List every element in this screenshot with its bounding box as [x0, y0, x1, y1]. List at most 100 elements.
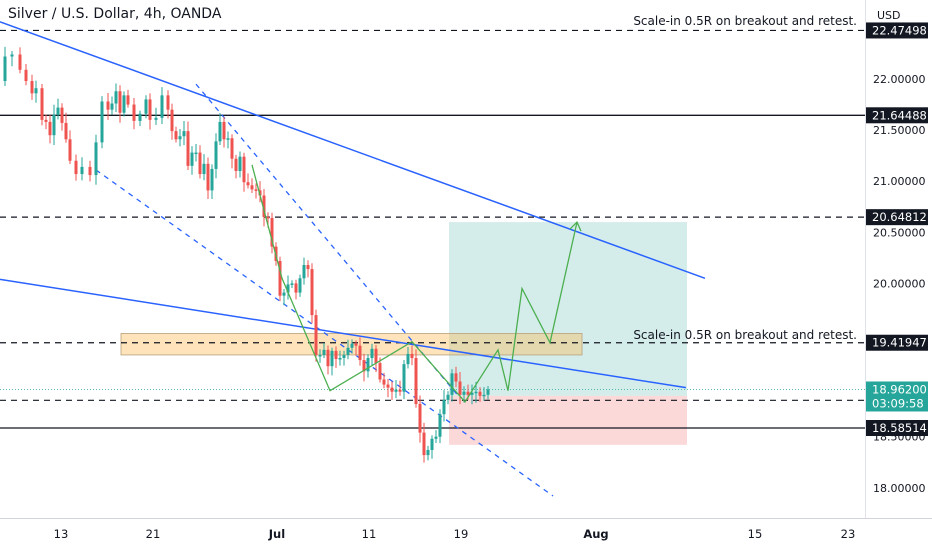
candle-body — [10, 54, 14, 57]
y-tick-label: 18.00000 — [873, 482, 926, 495]
candle-body — [80, 166, 84, 175]
candle-body — [450, 373, 454, 395]
annotations-layer: Scale-in 0.5R on breakout and retest. Sca… — [633, 14, 857, 342]
candle-body — [410, 353, 414, 359]
upper-trendline — [0, 21, 706, 279]
candle-body — [242, 156, 246, 183]
projection-arrowhead — [569, 220, 582, 232]
x-tick-label: Aug — [583, 527, 608, 541]
countdown-label: 03:09:58 — [872, 396, 924, 410]
candle-body — [322, 349, 326, 355]
candle-body — [426, 449, 430, 456]
candle-body — [174, 131, 178, 140]
candle-body — [114, 91, 118, 104]
chart-title: Silver / U.S. Dollar, 4h, OANDA — [8, 6, 222, 22]
candle-body — [166, 95, 170, 110]
candle-body — [266, 216, 270, 219]
price-tag-0 — [866, 22, 928, 39]
candle-body — [478, 391, 482, 396]
candle-body — [382, 379, 386, 385]
candle-body — [294, 283, 298, 293]
x-tick-label: 21 — [146, 527, 161, 541]
candle-body — [350, 343, 354, 348]
candle-body — [446, 394, 450, 400]
candle-body — [40, 88, 44, 120]
x-tick-label: 23 — [841, 527, 856, 541]
candle-body — [222, 121, 226, 140]
candle-body — [226, 138, 230, 140]
candle-body — [110, 103, 114, 110]
candle-body — [374, 348, 378, 364]
candle-body — [402, 364, 406, 392]
candle-body — [326, 349, 330, 367]
candle-body — [190, 152, 194, 166]
candle-body — [362, 360, 366, 372]
candle-body — [94, 142, 98, 176]
candle-body — [414, 358, 418, 404]
price-tag-2 — [866, 209, 928, 226]
projection-layer — [251, 164, 582, 404]
candles-layer — [3, 46, 490, 463]
candle-body — [56, 107, 60, 115]
candle-body — [214, 141, 218, 169]
candle-body — [262, 195, 266, 217]
annotation-mid: Scale-in 0.5R on breakout and retest. — [633, 328, 857, 342]
candle-body — [170, 109, 174, 132]
candle-body — [358, 345, 362, 361]
candle-body — [430, 438, 434, 450]
candle-body — [154, 117, 158, 120]
target-zone — [449, 222, 687, 396]
x-tick-label: Jul — [268, 527, 285, 541]
candle-body — [206, 163, 210, 191]
candle-body — [354, 343, 358, 346]
price-axis[interactable]: USD18.0000018.5000019.0000020.0000020.50… — [865, 0, 929, 518]
candle-body — [178, 136, 182, 140]
candle-body — [138, 113, 142, 121]
x-tick-label: 11 — [362, 527, 377, 541]
candle-body — [386, 384, 390, 388]
candle-body — [310, 269, 314, 316]
candle-body — [286, 284, 290, 293]
candle-body — [148, 99, 152, 120]
candle-body — [3, 56, 7, 82]
candle-body — [330, 350, 334, 367]
candle-body — [44, 119, 48, 122]
candle-body — [48, 121, 52, 136]
candle-body — [458, 381, 462, 395]
candle-body — [422, 432, 426, 456]
candle-body — [298, 278, 302, 293]
candle-body — [378, 363, 382, 380]
candle-body — [34, 88, 38, 94]
candle-body — [198, 152, 202, 175]
candle-body — [370, 348, 374, 359]
price-lines-layer — [0, 29, 865, 429]
candle-body — [246, 182, 250, 186]
candle-body — [394, 389, 398, 392]
candle-body — [442, 399, 446, 415]
candle-body — [462, 391, 466, 395]
candle-body — [100, 101, 104, 143]
channel-lower-line — [95, 169, 554, 497]
projection-path — [251, 164, 578, 404]
candle-body — [346, 347, 350, 355]
candle-body — [290, 283, 294, 285]
candle-body — [18, 54, 22, 70]
price-tag-label: 20.64812 — [872, 210, 927, 224]
candle-body — [342, 354, 346, 359]
candle-body — [302, 265, 306, 279]
time-axis[interactable]: 13 21 Jul 11 19 Aug 15 23 — [0, 518, 932, 542]
candle-body — [366, 358, 370, 372]
y-tick-label: 21.50000 — [873, 124, 926, 137]
candle-body — [334, 350, 338, 360]
candle-body — [218, 121, 222, 142]
candle-body — [434, 436, 438, 439]
candle-body — [194, 152, 198, 155]
candle-body — [470, 392, 474, 395]
candle-body — [88, 166, 92, 176]
candle-body — [250, 185, 254, 190]
price-tag-label: 21.64488 — [872, 108, 927, 122]
currency-label: USD — [877, 9, 901, 22]
candle-body — [160, 95, 164, 118]
candle-body — [406, 353, 410, 365]
